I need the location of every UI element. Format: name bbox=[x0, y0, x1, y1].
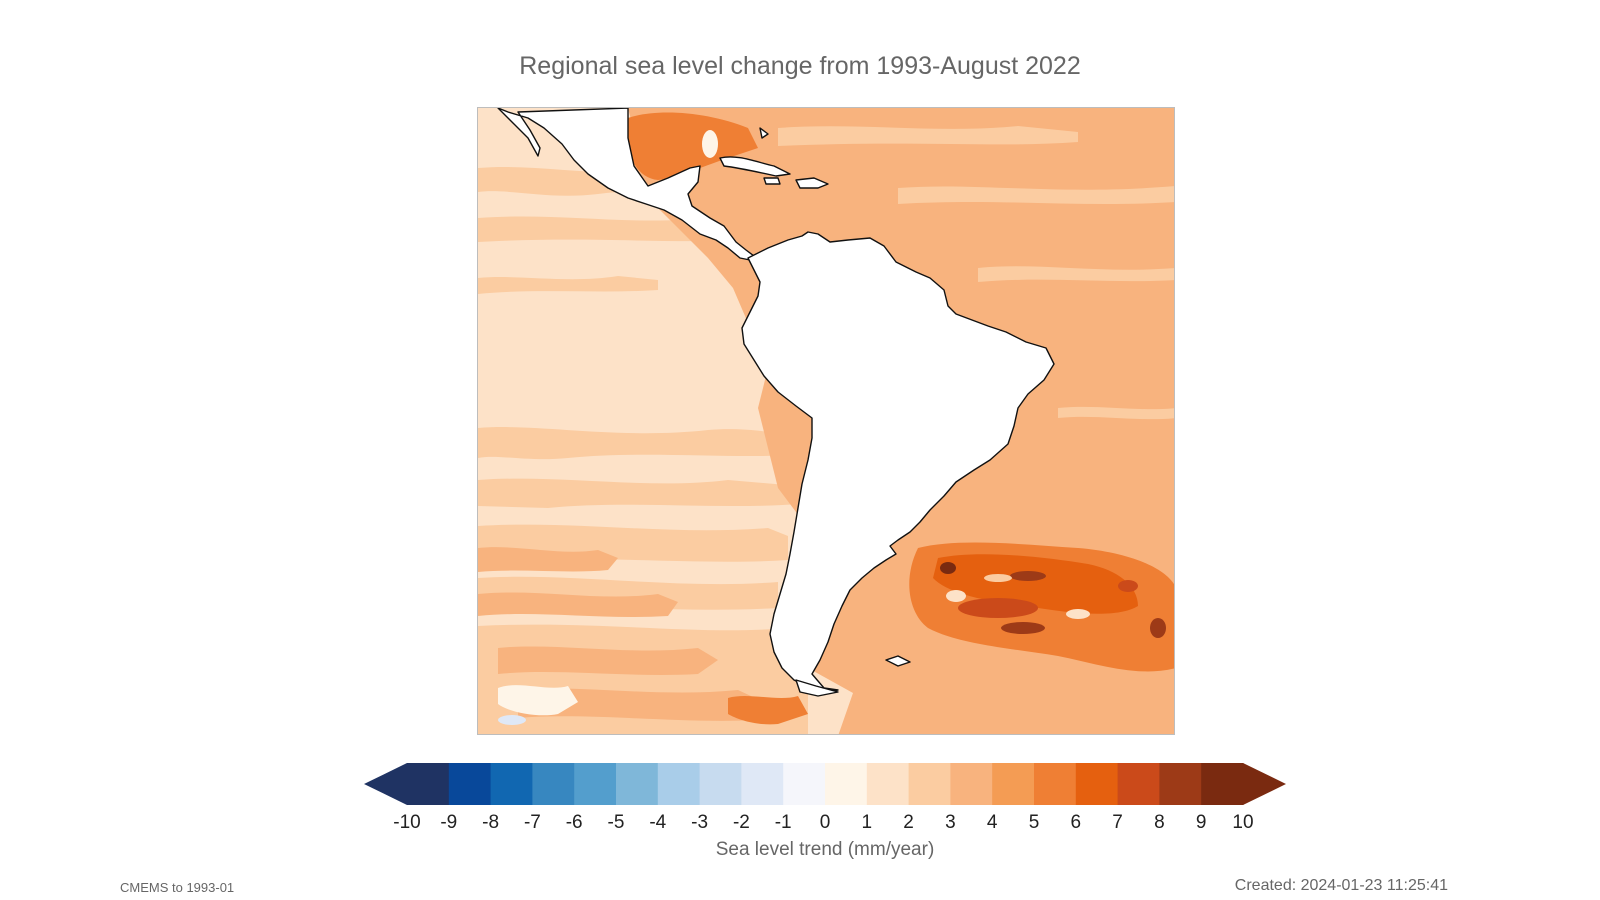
map-title: Regional sea level change from 1993-Augu… bbox=[519, 52, 1081, 80]
colorbar-high-extension bbox=[1243, 763, 1286, 805]
pacific-warm-patches bbox=[478, 547, 808, 725]
colorbar-segment bbox=[657, 763, 701, 805]
colorbar-segment bbox=[866, 763, 910, 805]
map-frame bbox=[477, 107, 1175, 735]
colorbar-segment bbox=[825, 763, 868, 805]
data-source-note: CMEMS to 1993-01 bbox=[120, 880, 235, 895]
colorbar-tick-label: -8 bbox=[482, 812, 500, 833]
colorbar-segment bbox=[1034, 763, 1077, 805]
colorbar-segment bbox=[1117, 763, 1160, 805]
colorbar-label: Sea level trend (mm/year) bbox=[715, 839, 935, 860]
central-america-land bbox=[497, 108, 755, 261]
colorbar-tick-label: -7 bbox=[523, 812, 541, 833]
colorbar-tick-label: 10 bbox=[1232, 812, 1254, 833]
atlantic-bands bbox=[778, 126, 1174, 420]
atlantic-warm-eddies bbox=[909, 542, 1174, 672]
colorbar-segment bbox=[1201, 763, 1244, 805]
land bbox=[497, 108, 1055, 697]
colorbar-segment bbox=[616, 763, 659, 805]
colorbar-segments bbox=[407, 763, 1244, 805]
colorbar-tick-label: 0 bbox=[819, 812, 831, 833]
colorbar-tick-label: 9 bbox=[1195, 812, 1207, 833]
colorbar bbox=[364, 763, 1286, 805]
colorbar-tick-label: 2 bbox=[903, 812, 914, 833]
colorbar-segment bbox=[1159, 763, 1202, 805]
colorbar-tick-labels: -10 -9 -8 -7 -6 -5 -4 -3 -2 -1 0 1 2 3 4 5 6 7 8 9 10 bbox=[0, 812, 1600, 836]
colorbar-segment bbox=[490, 763, 533, 805]
colorbar-tick-label: 6 bbox=[1070, 812, 1082, 833]
colorbar-tick-label: -1 bbox=[774, 812, 792, 833]
colorbar-tick-label: -3 bbox=[691, 812, 709, 833]
colorbar-segment bbox=[992, 763, 1035, 805]
colorbar-segment bbox=[783, 763, 826, 805]
colorbar-tick-label: -9 bbox=[440, 812, 458, 833]
colorbar-tick-label: -4 bbox=[649, 812, 667, 833]
colorbar-segment bbox=[532, 763, 575, 805]
gulf-of-mexico-warm bbox=[628, 112, 758, 180]
south-america-land bbox=[741, 231, 1055, 693]
sea-level-map bbox=[478, 108, 1174, 734]
colorbar-tick-label: 1 bbox=[861, 812, 873, 833]
colorbar-low-extension bbox=[364, 763, 407, 805]
colorbar-segment bbox=[448, 763, 492, 805]
colorbar-tick-label: -6 bbox=[565, 812, 583, 833]
colorbar-segment bbox=[741, 763, 784, 805]
colorbar-tick-label: 3 bbox=[945, 812, 956, 833]
colorbar-tick-label: -10 bbox=[393, 812, 421, 833]
colorbar-segment bbox=[908, 763, 951, 805]
created-timestamp: Created: 2024-01-23 11:25:41 bbox=[1234, 877, 1448, 894]
colorbar-segment bbox=[950, 763, 993, 805]
colorbar-tick-label: 5 bbox=[1028, 812, 1040, 833]
colorbar-tick-label: 8 bbox=[1154, 812, 1165, 833]
colorbar-segment bbox=[699, 763, 742, 805]
colorbar-segment bbox=[407, 763, 450, 805]
colorbar-tick-label: 4 bbox=[986, 812, 998, 833]
colorbar-segment bbox=[1075, 763, 1119, 805]
colorbar-tick-label: 7 bbox=[1112, 812, 1123, 833]
colorbar-tick-label: -2 bbox=[732, 812, 750, 833]
colorbar-segment bbox=[574, 763, 617, 805]
colorbar-tick-label: -5 bbox=[607, 812, 625, 833]
